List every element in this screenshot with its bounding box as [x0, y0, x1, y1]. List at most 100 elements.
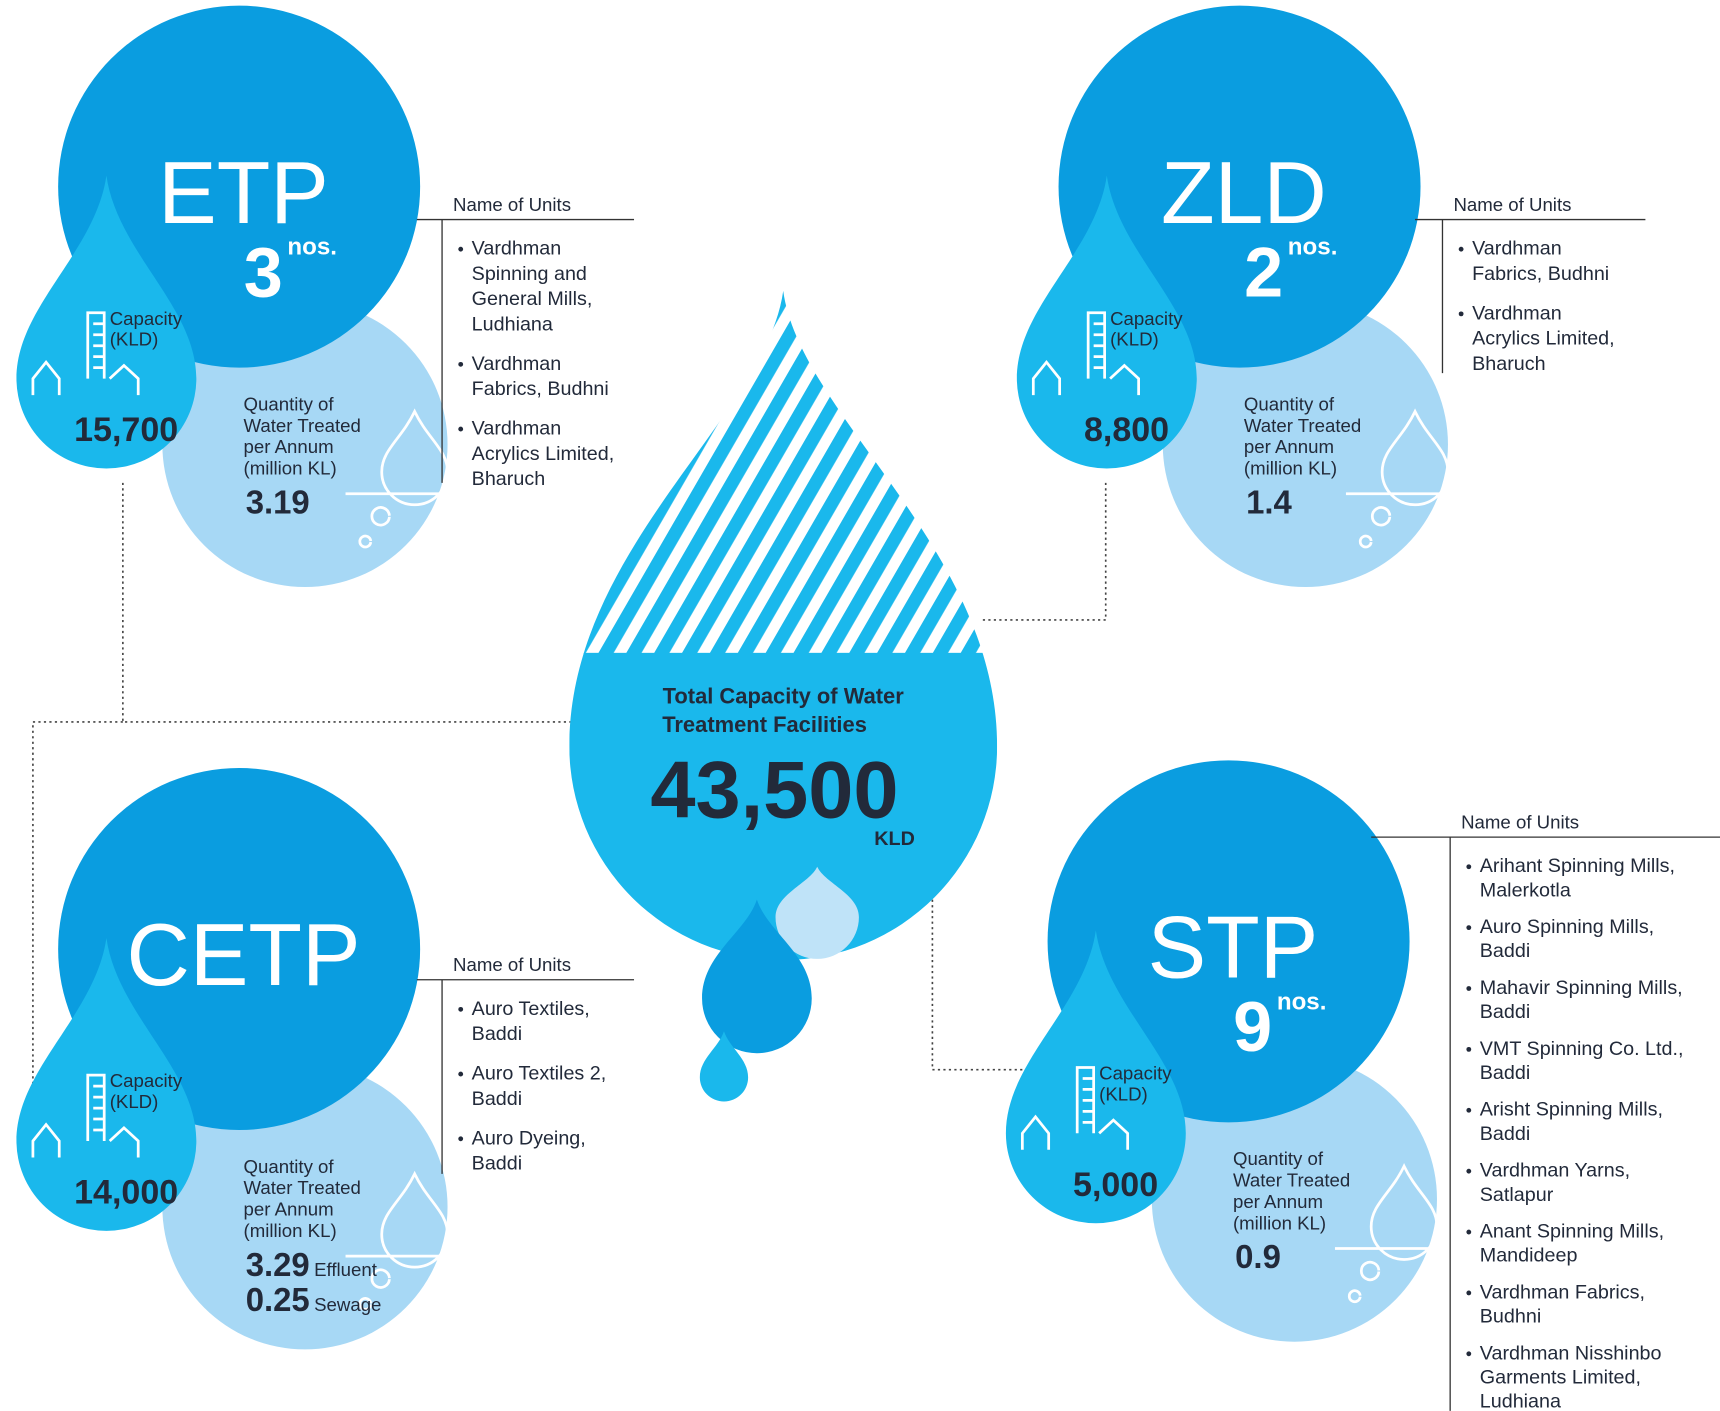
- unit-name: Baddi: [472, 1153, 522, 1175]
- unit-name: Anant Spinning Mills,: [1480, 1221, 1664, 1243]
- capacity-drop: [1016, 175, 1197, 469]
- count-unit: nos.: [287, 234, 337, 261]
- quantity-label: (million KL): [244, 458, 337, 479]
- unit-name: Garments Limited,: [1480, 1366, 1641, 1388]
- quantity-circle: [162, 301, 448, 588]
- units-heading: Name of Units: [453, 194, 571, 215]
- capacity-drop: [1005, 930, 1186, 1224]
- facility-count: 2: [1244, 232, 1283, 311]
- quantity-number: 0.9: [1235, 1238, 1281, 1275]
- bullet: [1466, 1107, 1472, 1113]
- building-icon: [1031, 311, 1140, 396]
- quantity-label: Quantity of: [1233, 1148, 1324, 1169]
- unit-name: VMT Spinning Co. Ltd.,: [1480, 1038, 1684, 1060]
- bullet: [458, 1006, 464, 1012]
- bullet: [1466, 925, 1472, 931]
- bullet: [1466, 1290, 1472, 1296]
- unit-name: Baddi: [472, 1023, 522, 1045]
- connector: [931, 855, 1048, 1071]
- quantity-label: per Annum: [1244, 436, 1334, 457]
- units-list: Name of Units Vardhman Fabrics, Budhni Vard…: [1415, 194, 1646, 375]
- bullet: [458, 361, 464, 367]
- quantity-label: Water Treated: [1244, 415, 1361, 436]
- capacity-value: 5,000: [1073, 1166, 1158, 1204]
- capacity-label: Capacity: [1099, 1063, 1172, 1084]
- unit-name: Baddi: [1480, 1062, 1530, 1084]
- quantity-value: 0.25 Sewage: [246, 1281, 382, 1318]
- unit-name: Arisht Spinning Mills,: [1480, 1099, 1663, 1121]
- quantity-label: Quantity of: [244, 1156, 335, 1177]
- water-icon: [345, 408, 449, 549]
- unit-name: Acrylics Limited,: [1472, 328, 1615, 350]
- facility: CETP Capacity(KLD) 14,000 Quantity ofWater …: [16, 768, 449, 1350]
- unit-name: Baddi: [1480, 1001, 1530, 1023]
- facility-name: CETP: [127, 906, 361, 1004]
- unit-name: Vardhman Nisshinbo: [1480, 1342, 1662, 1364]
- quantity-value: 1.4: [1246, 484, 1292, 521]
- bullet: [1466, 986, 1472, 991]
- quantity-label: Water Treated: [1233, 1170, 1350, 1191]
- unit-name: Auro Dyeing,: [472, 1127, 586, 1149]
- building-icon: [31, 311, 140, 396]
- quantity-label: Water Treated: [244, 415, 361, 436]
- quantity-label: Quantity of: [1244, 393, 1335, 414]
- quantity-label: (million KL): [1233, 1212, 1326, 1233]
- facility-name: ZLD: [1161, 144, 1327, 242]
- bullet: [1466, 864, 1472, 870]
- facility-name: STP: [1148, 899, 1319, 997]
- units-heading: Name of Units: [1453, 194, 1571, 215]
- count-unit: nos.: [1277, 988, 1327, 1015]
- bullet: [1458, 311, 1464, 317]
- quantity-label: (million KL): [1244, 458, 1337, 479]
- unit-name: Bharuch: [1472, 353, 1546, 375]
- water-icon: [345, 1170, 449, 1311]
- center-title: Total Capacity of Water: [663, 683, 905, 708]
- small-drop: [702, 899, 812, 1054]
- facility-name: ETP: [158, 144, 329, 242]
- facility-count: 3: [244, 232, 283, 311]
- units-list: Name of Units Vardhman Spinning and General…: [416, 194, 635, 490]
- unit-name: Malerkotla: [1480, 879, 1571, 901]
- unit-name: Fabrics, Budhni: [1472, 263, 1609, 285]
- unit-name: Mandideep: [1480, 1245, 1578, 1267]
- unit-name: Acrylics Limited,: [472, 443, 615, 465]
- unit-name: Vardhman: [1472, 238, 1562, 260]
- bullet: [1466, 1046, 1472, 1052]
- quantity-label: (million KL): [244, 1220, 337, 1241]
- unit-name: Vardhman Yarns,: [1480, 1160, 1630, 1182]
- capacity-label: (KLD): [1110, 329, 1159, 350]
- small-drop: [699, 1031, 749, 1102]
- unit-name: Ludhiana: [472, 313, 553, 335]
- unit-name: Bharuch: [472, 468, 546, 490]
- bullet: [458, 1136, 464, 1142]
- quantity-number: 1.4: [1246, 484, 1292, 521]
- unit-name: Baddi: [472, 1088, 522, 1110]
- quantity-value: 0.9: [1235, 1238, 1281, 1275]
- units-list: Name of Units Arihant Spinning Mills,Male…: [1371, 811, 1720, 1411]
- quantity-value: 3.19: [246, 484, 310, 521]
- capacity-label: Capacity: [1110, 308, 1183, 329]
- stripes: [569, 290, 998, 654]
- unit-name: Fabrics, Budhni: [472, 378, 609, 400]
- building-icon: [1020, 1066, 1130, 1150]
- capacity-label: (KLD): [110, 329, 159, 350]
- quantity-label: Water Treated: [244, 1177, 361, 1198]
- quantity-type: Effluent: [314, 1259, 378, 1280]
- unit-name: Satlapur: [1480, 1184, 1554, 1206]
- connector: [979, 482, 1107, 621]
- capacity-label: (KLD): [110, 1091, 159, 1112]
- unit-name: Mahavir Spinning Mills,: [1480, 977, 1683, 999]
- quantity-label: per Annum: [244, 1199, 334, 1220]
- units-heading: Name of Units: [453, 954, 571, 975]
- capacity-label: Capacity: [110, 308, 183, 329]
- capacity-value: 8,800: [1084, 411, 1169, 449]
- quantity-number: 0.25: [246, 1281, 310, 1318]
- count-unit: nos.: [1288, 234, 1338, 261]
- unit-name: Ludhiana: [1480, 1391, 1561, 1411]
- small-drop: [775, 866, 859, 959]
- unit-name: Baddi: [1480, 940, 1530, 962]
